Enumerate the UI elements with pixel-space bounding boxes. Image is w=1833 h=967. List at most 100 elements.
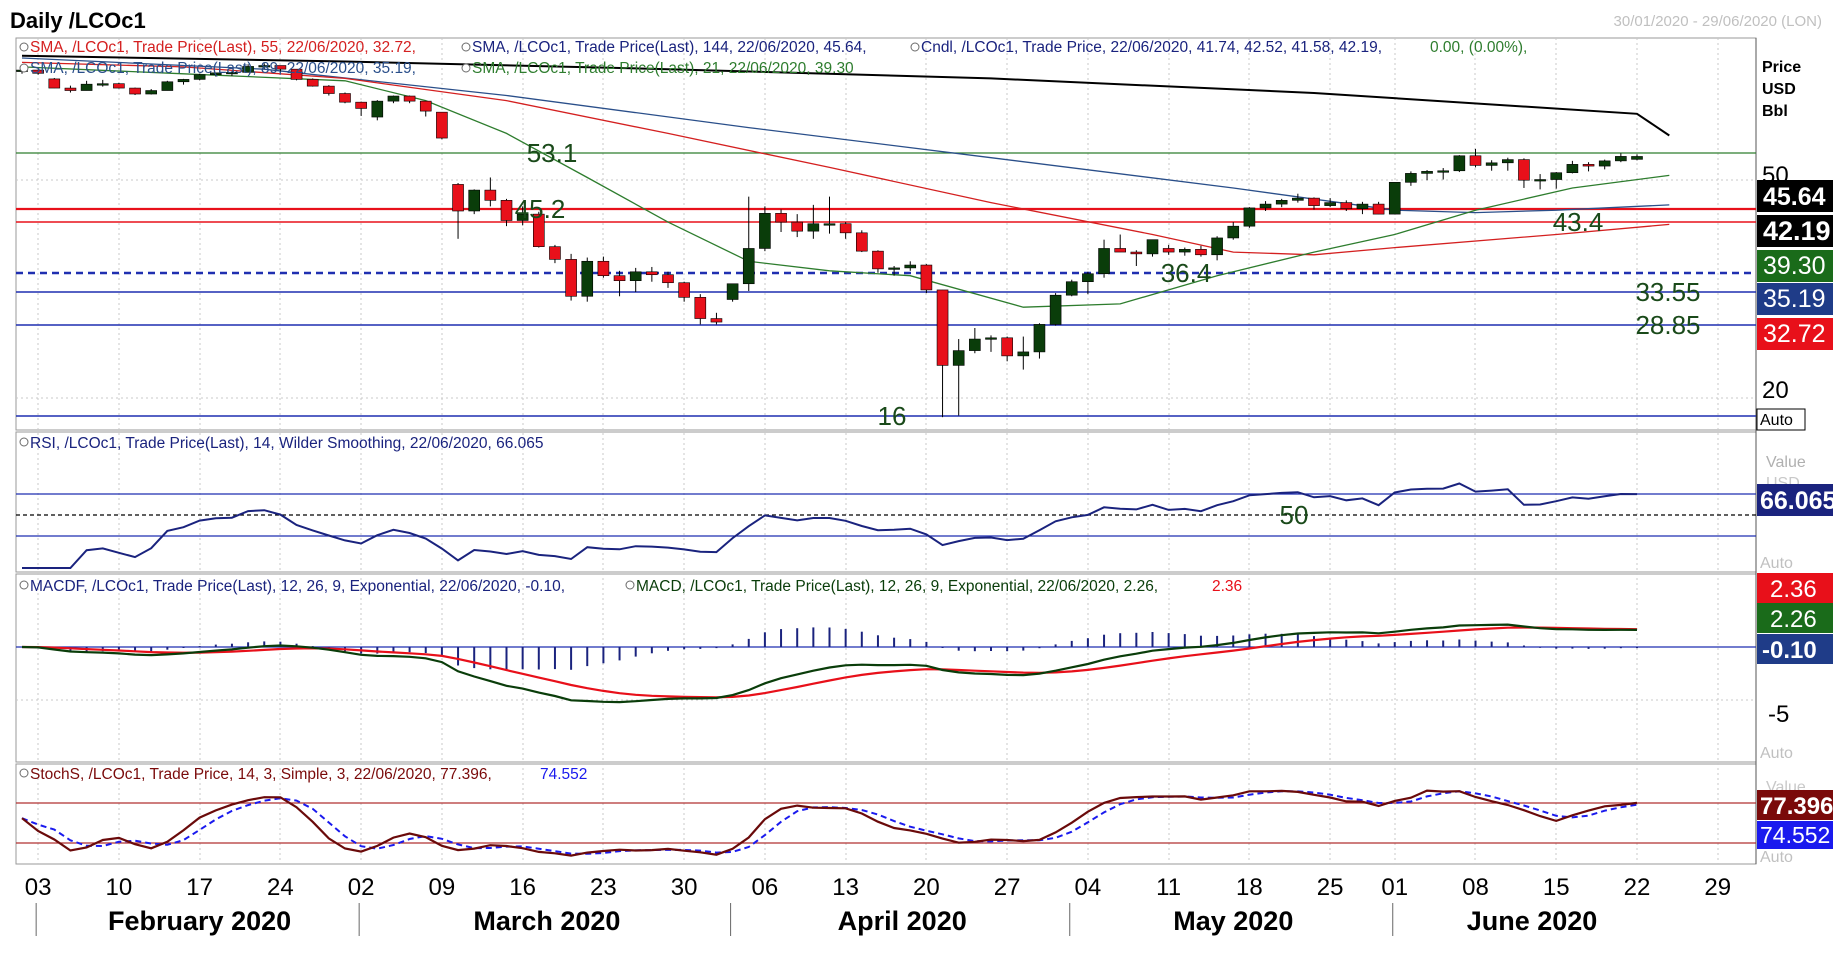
candle-body xyxy=(1162,248,1175,253)
candle-body xyxy=(1243,207,1256,227)
candle-body xyxy=(855,232,868,252)
candle-body xyxy=(177,79,190,83)
candle-body xyxy=(387,95,400,102)
candle-body xyxy=(129,87,141,95)
stoch-content: StochS, /LCOc1, Trade Price, 14, 3, Simp… xyxy=(16,766,1833,866)
candle-body xyxy=(96,83,109,86)
candle-body xyxy=(1292,197,1304,201)
price-tag-sma21 xyxy=(1757,250,1833,282)
y-tick-20: 20 xyxy=(1762,377,1789,404)
x-tick-label: 23 xyxy=(590,874,617,901)
x-tick-label: 03 xyxy=(25,874,52,901)
stoch-tag-k xyxy=(1757,790,1833,820)
rsi-auto-label[interactable]: Auto xyxy=(1760,555,1793,572)
candle-body xyxy=(113,83,125,89)
stoch-tag-k-text: 77.396 xyxy=(1760,793,1833,820)
level-label-45.2: 45.2 xyxy=(515,194,566,224)
candle-body xyxy=(920,264,933,291)
candle-body xyxy=(807,223,820,232)
sma89-line xyxy=(21,57,1670,214)
price-tag-sma55-text: 32.72 xyxy=(1763,320,1826,348)
macd-signal-line xyxy=(21,626,1638,699)
candle-body xyxy=(1001,337,1013,357)
candle-body xyxy=(565,259,577,297)
price-tag-last-text: 42.19 xyxy=(1763,216,1831,246)
candle-body xyxy=(484,189,497,201)
candle-body xyxy=(629,271,642,282)
x-tick-label: 30 xyxy=(671,874,698,901)
macd-legend: MACD, /LCOc1, Trade Price(Last), 12, 26,… xyxy=(636,578,1158,595)
candle-body xyxy=(581,260,594,297)
candle-body xyxy=(1130,251,1143,255)
stoch-k-line xyxy=(21,789,1638,857)
x-tick-label: 06 xyxy=(752,874,779,901)
candle-body xyxy=(1308,197,1320,206)
candle-body xyxy=(1227,225,1240,239)
x-tick-label: 22 xyxy=(1624,874,1651,901)
candle-body xyxy=(306,79,319,87)
x-tick-label: 01 xyxy=(1381,874,1408,901)
level-label-28.85: 28.85 xyxy=(1635,310,1700,340)
axis-title-unit: Bbl xyxy=(1762,103,1788,120)
legend-dot-icon xyxy=(19,437,29,447)
candle-body xyxy=(80,83,93,91)
candle-body xyxy=(1598,160,1611,167)
stoch-tag-d-text: 74.552 xyxy=(1760,822,1830,848)
price-tag-sma89-text: 35.19 xyxy=(1763,285,1826,313)
x-tick-label: 29 xyxy=(1704,874,1731,901)
candle-body xyxy=(1437,170,1449,173)
macd-tag-macd xyxy=(1757,603,1833,633)
x-tick-label: 02 xyxy=(348,874,375,901)
macd-auto-label[interactable]: Auto xyxy=(1760,745,1793,762)
candle-body xyxy=(323,85,335,94)
candle-body xyxy=(759,213,771,249)
candle-body xyxy=(1324,202,1336,206)
legend-dot-icon xyxy=(19,580,29,590)
legend-sma144: SMA, /LCOc1, Trade Price(Last), 144, 22/… xyxy=(472,39,867,56)
candle-body xyxy=(1275,200,1288,205)
date-range: 30/01/2020 - 29/06/2020 (LON) xyxy=(1614,13,1822,30)
candle-body xyxy=(1388,182,1401,215)
candle-body xyxy=(872,250,884,270)
stoch-legend-d: 74.552 xyxy=(540,766,587,783)
candle-body xyxy=(1049,294,1062,325)
candle-body xyxy=(452,184,464,212)
x-tick-label: 09 xyxy=(429,874,456,901)
macd-tag-macdf xyxy=(1757,634,1833,664)
candle-body xyxy=(726,283,739,300)
rsi-axis-title: Value xyxy=(1766,454,1806,471)
candle-body xyxy=(532,213,545,247)
chart-title: Daily /LCOc1 xyxy=(10,8,146,33)
candle-body xyxy=(1550,172,1563,180)
rsi-tag xyxy=(1757,484,1833,516)
candlestick-series xyxy=(16,63,1643,418)
candle-body xyxy=(355,101,367,109)
candle-body xyxy=(1082,273,1094,283)
x-tick-label: 20 xyxy=(913,874,940,901)
sma55-line xyxy=(21,61,1670,256)
x-tick-label: 11 xyxy=(1156,874,1181,901)
candle-body xyxy=(1356,203,1369,209)
macdf-legend: MACDF, /LCOc1, Trade Price(Last), 12, 26… xyxy=(30,578,565,595)
candle-body xyxy=(1146,239,1159,255)
axis-title-currency: USD xyxy=(1762,81,1796,98)
stoch-auto-label[interactable]: Auto xyxy=(1760,849,1793,866)
candle-body xyxy=(775,213,787,223)
rsi-legend: RSI, /LCOc1, Trade Price(Last), 14, Wild… xyxy=(30,435,544,452)
candle-body xyxy=(1195,249,1207,256)
stoch-d-line xyxy=(21,790,1638,855)
candle-body xyxy=(1615,156,1627,162)
legend-dot-icon xyxy=(19,63,29,73)
x-axis: 03 10 17 24 02 09 16 23 30 06 13 20 27 04 11 18 25 01 08 15… xyxy=(25,874,1731,936)
macd-tag-macd-text: 2.26 xyxy=(1770,606,1817,633)
x-tick-label: 25 xyxy=(1317,874,1344,901)
candle-body xyxy=(193,74,206,80)
auto-scale-button[interactable] xyxy=(1756,408,1806,431)
candle-body xyxy=(549,246,561,260)
macd-content: MACDF, /LCOc1, Trade Price(Last), 12, 26… xyxy=(16,573,1833,762)
price-tag-sma55 xyxy=(1757,318,1833,350)
candle-body xyxy=(1372,203,1385,215)
legend-dot-icon xyxy=(461,63,471,73)
candle-body xyxy=(888,267,900,270)
